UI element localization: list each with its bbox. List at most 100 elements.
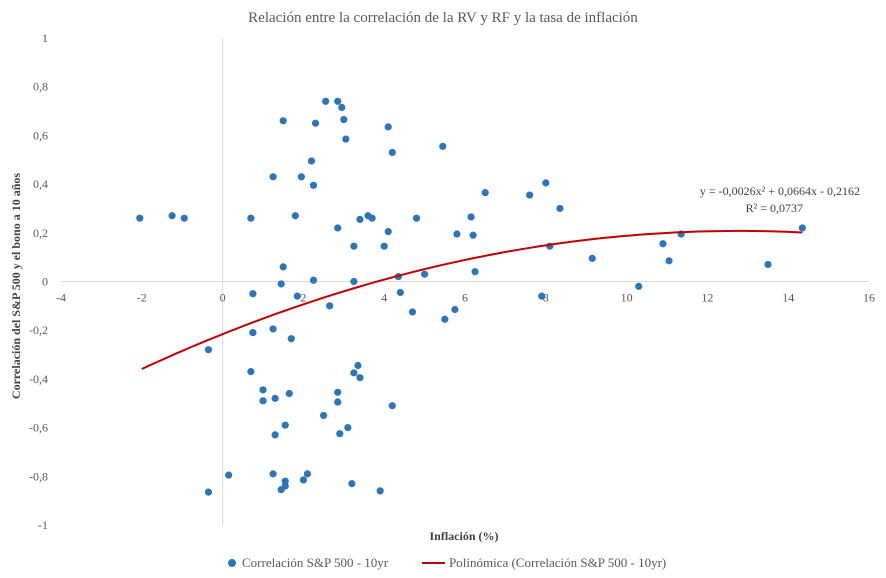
y-tick-label: 0 <box>42 275 48 289</box>
data-point <box>249 329 257 337</box>
data-point <box>334 97 342 105</box>
legend-marker-scatter <box>228 559 236 567</box>
data-point <box>471 268 479 276</box>
x-axis-title: Inflación (%) <box>430 529 499 543</box>
data-point <box>136 214 144 222</box>
data-point <box>285 389 293 398</box>
data-point <box>350 242 358 250</box>
x-tick-label: 10 <box>621 291 633 305</box>
data-point <box>249 290 257 298</box>
data-point <box>380 242 388 250</box>
data-point <box>279 263 287 271</box>
chart-title: Relación entre la correlación de la RV y… <box>248 10 638 26</box>
data-point <box>384 227 392 236</box>
data-point <box>388 402 396 410</box>
data-point <box>309 181 318 189</box>
x-tick-label: 0 <box>220 291 226 305</box>
data-point <box>481 189 489 197</box>
data-point <box>180 214 188 222</box>
data-point <box>396 288 404 297</box>
y-tick-label: 0,6 <box>33 128 48 142</box>
data-point <box>277 280 285 288</box>
data-point <box>279 117 287 125</box>
data-point <box>368 214 376 222</box>
data-point <box>269 173 277 181</box>
data-point <box>798 224 806 232</box>
data-point <box>526 191 534 199</box>
axes <box>61 38 869 525</box>
trendline-r2: R² = 0,0737 <box>746 201 803 215</box>
data-point <box>291 212 299 220</box>
data-point <box>247 367 255 376</box>
y-tick-label: -0,8 <box>29 469 48 483</box>
data-point <box>342 135 350 143</box>
data-point <box>635 282 643 290</box>
data-point <box>376 487 384 495</box>
x-tick-label: 12 <box>701 291 713 305</box>
y-tick-label: 0,4 <box>33 177 48 191</box>
data-point <box>348 480 356 488</box>
data-point <box>350 277 358 286</box>
data-point <box>469 231 477 239</box>
data-point <box>467 213 475 221</box>
data-point <box>281 482 289 490</box>
x-tick-label: 8 <box>543 291 549 305</box>
data-point <box>269 325 277 333</box>
data-point <box>271 431 279 439</box>
y-axis-title: Correlación del S&P 500 y el bono a 10 a… <box>9 173 23 399</box>
data-point <box>204 488 213 496</box>
data-point <box>311 119 320 127</box>
y-tick-label: -0,6 <box>29 421 48 435</box>
y-tick-label: -0,2 <box>29 323 48 337</box>
data-point <box>421 270 429 278</box>
data-point <box>665 257 673 265</box>
y-tick-label: 0,8 <box>33 80 48 94</box>
data-point <box>356 215 364 224</box>
trendline-curve <box>141 229 803 370</box>
x-tick-label: -2 <box>137 291 147 305</box>
data-point <box>338 103 346 111</box>
data-point <box>340 115 348 124</box>
data-point <box>764 260 772 269</box>
data-point <box>354 361 362 370</box>
data-point <box>453 230 461 238</box>
y-tick-label: 1 <box>42 31 48 45</box>
data-point <box>320 411 328 420</box>
legend-label-scatter: Correlación S&P 500 - 10yr <box>242 555 389 570</box>
data-point <box>168 212 176 220</box>
data-point <box>356 374 364 382</box>
x-tick-label: 6 <box>462 291 468 305</box>
data-point <box>388 148 396 157</box>
data-point <box>247 214 255 222</box>
data-point <box>659 240 667 248</box>
x-tick-label: 16 <box>863 291 875 305</box>
data-point <box>204 346 213 354</box>
x-tick-label: 2 <box>300 291 306 305</box>
y-tick-label: -0,4 <box>29 372 48 386</box>
data-point <box>350 369 358 377</box>
data-point <box>326 302 334 310</box>
data-point <box>556 204 564 213</box>
x-tick-labels: -4 -2 0 2 4 6 8 10 12 14 16 <box>56 291 875 305</box>
legend: Correlación S&P 500 - 10yr Polinómica (C… <box>228 555 666 570</box>
trendline-equation: y = -0,0026x² + 0,0664x - 0,2162 <box>700 184 860 198</box>
data-point <box>309 276 318 284</box>
data-point <box>293 292 301 300</box>
x-tick-label: 14 <box>782 291 794 305</box>
data-point <box>307 157 316 165</box>
data-point <box>588 254 596 262</box>
data-point <box>303 470 312 478</box>
y-tick-label: -1 <box>38 518 48 532</box>
data-point <box>281 421 289 429</box>
x-tick-label: -4 <box>56 291 66 305</box>
data-point <box>287 335 295 343</box>
data-point <box>322 97 330 105</box>
data-point <box>334 388 342 396</box>
data-point <box>542 179 550 187</box>
data-point <box>271 394 279 402</box>
data-point <box>334 224 342 232</box>
data-point <box>412 214 421 222</box>
y-tick-label: 0,2 <box>33 226 48 240</box>
data-point <box>259 386 267 394</box>
